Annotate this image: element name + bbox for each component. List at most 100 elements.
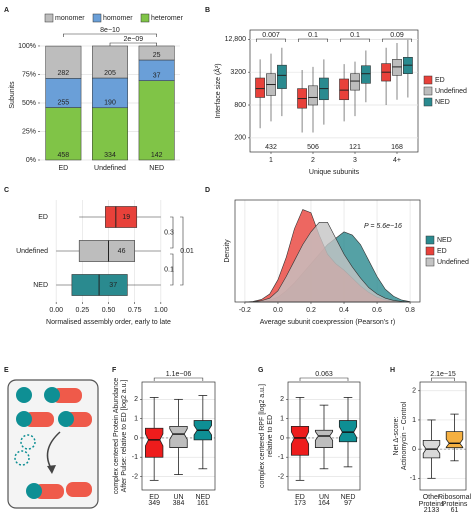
p-value: 2e−09 — [123, 36, 143, 43]
y-tick-label: -1 — [278, 454, 284, 461]
panel-label: H — [390, 367, 395, 374]
x-tick-label: ED — [295, 494, 305, 501]
box — [169, 425, 188, 448]
panel-label: E — [4, 367, 9, 374]
segment-count: 205 — [104, 70, 116, 77]
x-tick-label: UN — [173, 494, 183, 501]
y-tick-label: 1 — [412, 417, 416, 424]
subunit — [16, 411, 32, 427]
bar-segment — [45, 78, 82, 108]
segment-count: 190 — [104, 100, 116, 107]
y-tick-label: 50% — [22, 100, 36, 107]
segment-count: 37 — [153, 72, 161, 79]
box-count: 384 — [173, 500, 185, 507]
box-count: 46 — [118, 248, 126, 255]
p-value: 0.063 — [315, 371, 333, 378]
box-count: 349 — [148, 500, 160, 507]
panel-label: C — [4, 187, 9, 194]
significance-bracket — [340, 38, 370, 42]
x-tick-label: UN — [319, 494, 329, 501]
y-tick-label: -2 — [132, 473, 138, 480]
degraded-subunit — [20, 434, 36, 450]
legend-swatch — [425, 257, 435, 267]
y-tick-label: 3200 — [230, 69, 246, 76]
legend-label: monomer — [55, 15, 85, 22]
p-value: 0.3 — [164, 229, 174, 236]
y-tick-label: 2 — [412, 388, 416, 395]
y-tick-label: 200 — [234, 135, 246, 142]
x-tick-label: NED — [149, 165, 164, 172]
x-tick-label: Proteins — [419, 501, 445, 508]
x-tick-label: 0.4 — [339, 307, 349, 314]
y-tick-label: 0 — [134, 435, 138, 442]
legend-swatch — [423, 86, 433, 96]
box-count: 164 — [318, 500, 330, 507]
y-tick-label: -2 — [278, 473, 284, 480]
y-tick-label: -1 — [132, 454, 138, 461]
box — [145, 427, 164, 458]
p-value: 0.007 — [262, 32, 280, 39]
y-tick-label: 2 — [280, 396, 284, 403]
box-count: 61 — [451, 507, 459, 514]
y-axis-title: Subunits — [9, 81, 16, 109]
x-tick-label: 1.00 — [154, 307, 168, 314]
subunit — [24, 412, 54, 427]
group-count: 121 — [349, 144, 361, 151]
box — [350, 73, 360, 91]
p-value: 2.1e−15 — [430, 371, 456, 378]
subunit — [34, 484, 64, 499]
panel-label: G — [258, 367, 264, 374]
significance-bracket — [298, 38, 328, 42]
y-axis-title: complex centered RPF [log2 a.u.] — [259, 384, 266, 488]
subunit — [58, 411, 74, 427]
p-value: 0.09 — [390, 32, 404, 39]
y-tick-label: Undefined — [16, 248, 48, 255]
significance-bracket — [63, 33, 157, 37]
p-value: 1.1e−06 — [166, 371, 192, 378]
x-axis-title: Unique subunits — [309, 169, 360, 176]
legend-label: homomer — [103, 15, 133, 22]
legend-label: Undefined — [435, 88, 467, 95]
group-count: 168 — [391, 144, 403, 151]
y-tick-label: 75% — [22, 71, 36, 78]
plot-frame — [249, 29, 419, 153]
segment-count: 334 — [104, 152, 116, 159]
x-axis-title: Normalised assembly order, early to late — [46, 319, 171, 326]
p-value: 0.1 — [350, 32, 360, 39]
diagram-e: E — [4, 367, 99, 509]
segment-count: 458 — [57, 152, 69, 159]
y-tick-label: 2 — [134, 396, 138, 403]
significance-bracket — [109, 42, 157, 46]
degraded-subunit — [14, 450, 30, 466]
panel-label: D — [205, 187, 210, 194]
x-tick-label: Other — [423, 494, 441, 501]
significance-bracket — [431, 377, 455, 381]
bar-segment — [45, 107, 82, 161]
y-axis-title: Density — [224, 239, 231, 263]
x-tick-label: 0.0 — [273, 307, 283, 314]
plot-frame — [287, 381, 361, 491]
box — [71, 274, 128, 296]
segment-count: 142 — [151, 152, 163, 159]
y-tick-label: 1 — [280, 415, 284, 422]
plot-frame — [141, 381, 216, 491]
y-tick-label: NED — [33, 282, 48, 289]
subunit — [16, 387, 32, 403]
box — [277, 64, 287, 89]
legend-label: NED — [435, 99, 450, 106]
x-tick-label: 0.2 — [306, 307, 316, 314]
legend-swatch — [423, 97, 433, 107]
p-value: 0.1 — [308, 32, 318, 39]
box — [290, 425, 310, 456]
significance-bracket — [170, 216, 174, 249]
bar-segment — [138, 80, 175, 161]
y-tick-label: 0% — [26, 157, 36, 164]
box-count: 97 — [344, 500, 352, 507]
x-tick-label: 0.25 — [76, 307, 90, 314]
significance-bracket — [180, 216, 184, 286]
x-tick-label: 0.00 — [49, 307, 63, 314]
plot-frame — [419, 381, 467, 491]
significance-bracket — [382, 38, 412, 42]
legend-swatch — [425, 246, 435, 256]
